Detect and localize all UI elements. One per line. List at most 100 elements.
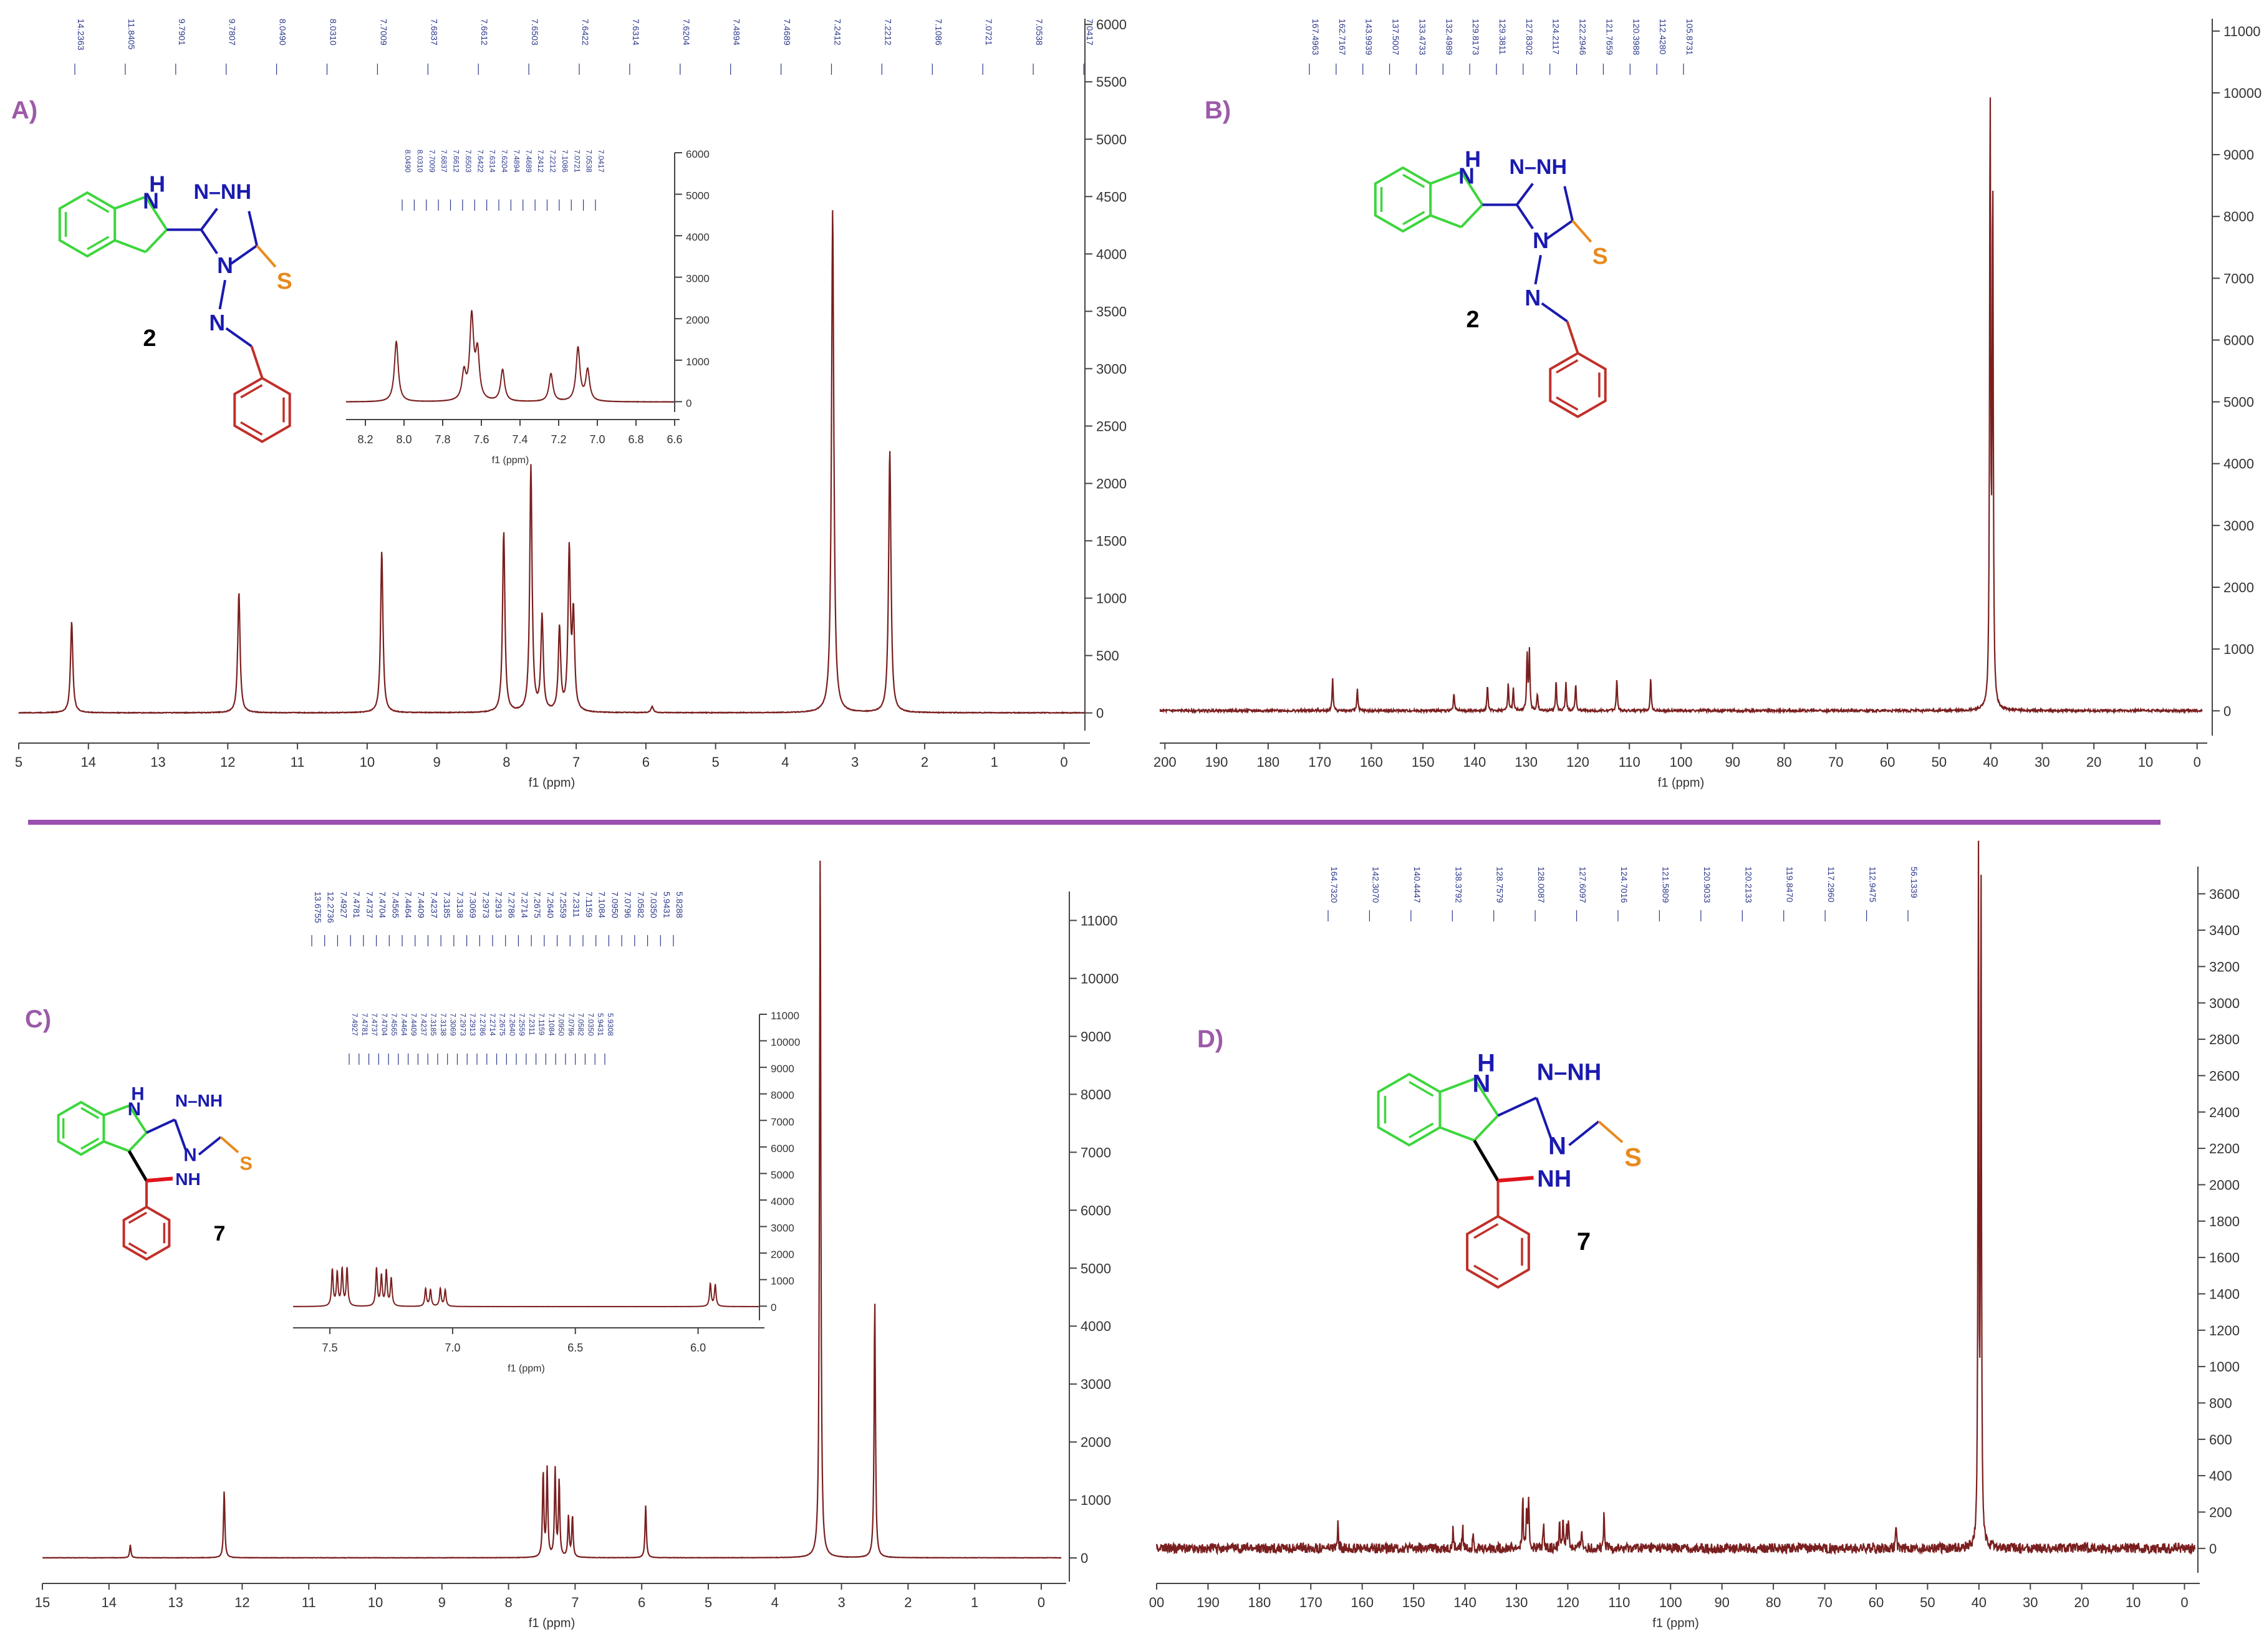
y-tick-label: 11000	[1081, 913, 1118, 928]
x-tick-label: 0	[2194, 754, 2201, 770]
panel-label-A: A)	[11, 97, 37, 124]
peak-label: 7.6204	[500, 150, 509, 173]
peak-label: 164.7320	[1329, 867, 1339, 903]
peak-label: 5.8288	[675, 891, 685, 918]
peak-label: 7.2311	[527, 1013, 536, 1035]
thione-s-label: S	[1592, 243, 1608, 269]
indole-benzene-ring-double-bond	[80, 1107, 100, 1120]
indole-bond	[1430, 214, 1462, 229]
peak-label: 9.7807	[228, 19, 238, 46]
peak-label: 7.2786	[478, 1013, 487, 1036]
spectrum-trace-C-inset	[292, 1265, 760, 1308]
triazole-bond	[1516, 204, 1534, 229]
x-tick-label: 40	[1972, 1595, 1987, 1610]
x-tick-label: 80	[1766, 1595, 1781, 1610]
x-tick-label: 5	[712, 754, 720, 770]
y-tick-label: 2000	[771, 1249, 794, 1261]
x-tick-label: 8	[503, 754, 510, 770]
peak-label: 7.4704	[378, 891, 388, 918]
peak-label: 7.0582	[636, 891, 646, 918]
peak-label: 5.9431	[662, 891, 672, 918]
indole-h-label: H	[131, 1084, 144, 1105]
x-tick-label: 7.5	[322, 1342, 338, 1354]
peak-label: 7.4894	[732, 19, 742, 46]
peak-label: 120.2133	[1743, 867, 1753, 903]
fused-bond	[146, 1118, 176, 1134]
peak-label: 7.3185	[429, 1013, 438, 1036]
phenyl-ring-double-bond	[1473, 1264, 1499, 1280]
x-tick-label: 6.5	[567, 1342, 583, 1354]
y-tick-label: 5000	[686, 190, 710, 202]
panel-label-C: C)	[25, 1006, 51, 1033]
x-tick-label: 100	[1659, 1595, 1682, 1610]
y-tick-label: 3000	[2209, 996, 2240, 1011]
indole-benzene-ring	[1377, 1072, 1442, 1147]
x-tick-label: 4	[781, 754, 789, 770]
panel-label-D: D)	[1197, 1025, 1223, 1053]
y-tick-label: 4000	[2223, 456, 2254, 472]
triazole-bond	[198, 1136, 222, 1156]
peak-label: 7.4689	[524, 150, 533, 173]
indole-bond	[1473, 1078, 1500, 1117]
y-tick-label: 8000	[771, 1090, 794, 1102]
y-tick-label: 6000	[1081, 1203, 1111, 1218]
indole-benzene-ring-double-bond	[1402, 173, 1425, 188]
y-tick-label: 7000	[1081, 1145, 1111, 1160]
y-tick-label: 9000	[1081, 1029, 1111, 1044]
x-tick-label: 3	[851, 754, 859, 770]
peak-label: 7.2973	[458, 1013, 467, 1036]
triazole-bond	[1535, 1097, 1553, 1140]
new-c-n-bond	[146, 1176, 173, 1183]
y-tick-label: 4000	[1081, 1318, 1111, 1334]
peak-label: 7.6314	[488, 150, 497, 173]
x-tick-label: 90	[1725, 754, 1740, 770]
x-tick-label: 40	[1983, 754, 1998, 770]
thione-bond	[219, 1136, 239, 1154]
x-tick-label: 14	[102, 1595, 117, 1610]
peak-label: 7.6503	[464, 150, 473, 173]
thione-s-label: S	[277, 268, 292, 294]
indole-bond	[103, 1104, 130, 1117]
phenyl-ring-double-bond	[1473, 1223, 1499, 1239]
y-tick-label: 5500	[1096, 74, 1127, 90]
thione-s-label: S	[1624, 1142, 1642, 1171]
imine-bond	[225, 327, 253, 348]
peak-label: 5.9308	[606, 1013, 615, 1036]
peak-label: 7.4781	[352, 891, 362, 918]
peak-label: 7.2714	[488, 1013, 497, 1036]
x-tick-label: 13	[150, 754, 165, 770]
peak-label: 7.4409	[410, 1013, 418, 1036]
indole-benzene-ring	[58, 191, 117, 258]
peak-label: 7.7009	[428, 150, 436, 173]
x-tick-label: 14	[81, 754, 96, 770]
x-axis-title: f1 (ppm)	[508, 1363, 545, 1374]
indole-bond	[114, 195, 147, 210]
x-tick-label: 11	[291, 754, 305, 770]
y-tick-label: 1000	[2209, 1359, 2240, 1375]
peak-label: 8.0490	[403, 150, 412, 173]
spectrum-panel-C: 15 14 13 12 11 10 9 8 7 6 5 4 3 2 1 0f1 (ppm)1100010000…	[25, 860, 1119, 1630]
indole-bond	[103, 1140, 130, 1153]
x-tick-label: 100	[1670, 754, 1693, 770]
x-tick-label: 70	[1828, 754, 1843, 770]
x-tick-label: 3	[837, 1595, 845, 1610]
spectrum-trace-D	[1155, 840, 2196, 1556]
x-axis-title: f1 (ppm)	[492, 455, 529, 466]
y-tick-label: 2500	[1096, 418, 1127, 434]
peak-label: 124.7016	[1619, 867, 1629, 903]
x-tick-label: 8	[504, 1595, 512, 1610]
y-tick-label: 9000	[771, 1063, 794, 1075]
peak-label: 7.4409	[417, 891, 426, 918]
peak-label: 7.0538	[1034, 19, 1044, 46]
y-tick-label: 1200	[2209, 1323, 2240, 1338]
indole-benzene-ring-double-bond	[80, 1137, 100, 1150]
x-tick-label: 190	[1205, 754, 1228, 770]
indole-bond	[128, 1105, 148, 1134]
peak-label: 7.6612	[479, 19, 489, 46]
y-tick-label: 1500	[1096, 533, 1127, 549]
phenyl-ring-double-bond	[128, 1242, 147, 1255]
triazole-bond	[229, 244, 258, 266]
y-tick-label: 3200	[2209, 959, 2240, 974]
